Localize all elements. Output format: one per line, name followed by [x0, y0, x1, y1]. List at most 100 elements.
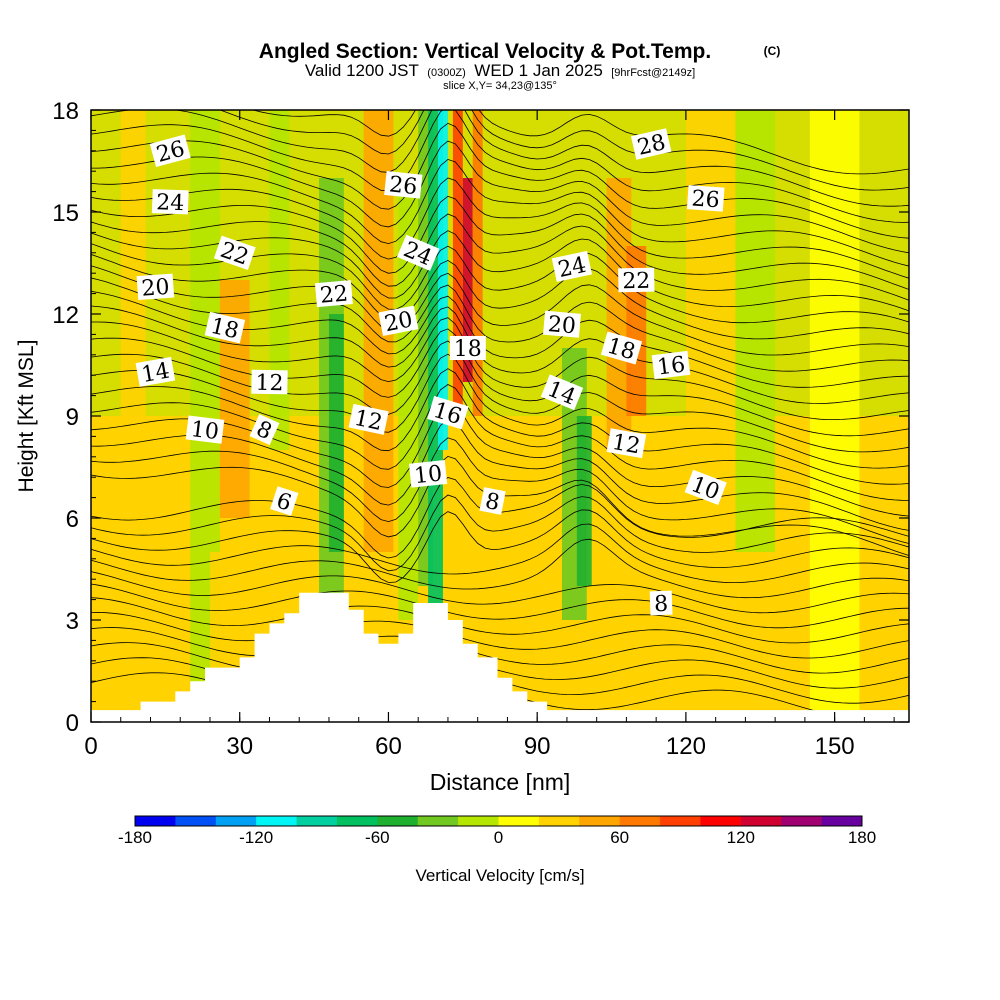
- isoline-14: [91, 437, 909, 544]
- colorbar-swatch-3: [256, 816, 297, 826]
- contour-label-text-4: 18: [208, 314, 241, 345]
- isoline-32: [91, 177, 909, 279]
- x-tick-label-3: 90: [524, 733, 551, 760]
- colorbar-tick-5: 120: [727, 828, 755, 847]
- isoline-36: [91, 110, 909, 223]
- y-tick-label-1: 3: [66, 608, 79, 635]
- chart-title-suffix: (C): [764, 44, 781, 58]
- velocity-column-19: [685, 110, 736, 484]
- isoline-23: [91, 305, 909, 404]
- isoline-33: [91, 158, 909, 267]
- isoline-38: [218, 110, 909, 191]
- contour-label-text-22: 22: [622, 269, 650, 294]
- y-axis-label: Height [Kft MSL]: [15, 340, 38, 493]
- isoline-30: [91, 213, 909, 301]
- contour-label-22: 22: [618, 267, 655, 294]
- contour-label-text-17: 10: [413, 461, 443, 489]
- contour-label-11: 12: [348, 403, 389, 436]
- contour-label-text-29: 8: [654, 592, 669, 617]
- subtitle-valid-time: Valid 1200 JST: [305, 61, 419, 80]
- velocity-column-14: [472, 110, 483, 416]
- colorbar-swatch-7: [417, 816, 459, 826]
- isoline-26: [91, 265, 909, 356]
- colorbar-swatch-11: [579, 816, 620, 826]
- contour-label-26: 28: [630, 128, 672, 161]
- contour-label-15: 18: [449, 336, 486, 362]
- colorbar-swatch-14: [700, 816, 742, 826]
- colorbar-tick-6: 180: [848, 828, 876, 847]
- y-tick-label-5: 15: [52, 200, 79, 227]
- isoline-10: [91, 509, 909, 583]
- x-tick-label-5: 150: [815, 733, 855, 760]
- y-tick-label-3: 9: [66, 404, 79, 431]
- contour-label-25: 12: [606, 428, 647, 459]
- contour-label-14: 24: [396, 234, 440, 271]
- contour-label-text-25: 12: [610, 430, 642, 459]
- isoline-5: [91, 597, 909, 644]
- colorbar-tick-2: -60: [365, 828, 390, 847]
- terrain: [140, 592, 548, 722]
- isoline-34: [91, 140, 909, 254]
- contour-label-4: 18: [204, 311, 246, 345]
- velocity-column-6: [328, 314, 344, 552]
- isoline-27: [91, 254, 909, 340]
- subtitle-forecast: [9hrFcst@2149z]: [611, 67, 695, 79]
- colorbar-tick-0: -180: [118, 828, 152, 847]
- contour-label-text-19: 24: [556, 253, 589, 283]
- isoline-37: [91, 110, 909, 207]
- isoline-11: [91, 494, 909, 572]
- contour-label-10: 22: [314, 280, 353, 309]
- colorbar: -180 -120 -60 0 60 120 180: [118, 815, 876, 847]
- colorbar-swatch-8: [458, 816, 499, 826]
- isoline-8: [91, 538, 909, 599]
- contour-label-text-12: 20: [383, 307, 415, 337]
- isoline-31: [91, 195, 909, 290]
- y-tick-label-0: 0: [66, 710, 79, 737]
- isoline-18: [91, 368, 909, 485]
- isoline-19: [91, 353, 909, 469]
- subtitle-date: WED 1 Jan 2025: [474, 61, 603, 80]
- isoline-15: [91, 418, 909, 531]
- contour-label-text-27: 26: [691, 186, 721, 213]
- subtitle-utc-time: (0300Z): [427, 67, 466, 79]
- colorbar-swatch-10: [538, 816, 580, 826]
- velocity-column-16: [576, 416, 592, 586]
- isoline-20: [91, 340, 909, 453]
- ground-strip: [91, 710, 909, 722]
- isoline-6: [91, 583, 909, 629]
- y-tick-label-6: 18: [52, 98, 79, 125]
- contour-label-20: 20: [543, 310, 581, 339]
- contour-label-text-3: 20: [141, 275, 171, 302]
- contour-label-13: 26: [384, 170, 423, 200]
- slice-label: slice X,Y= 34,23@135°: [443, 80, 557, 92]
- isoline-9: [91, 523, 909, 583]
- contour-label-text-26: 28: [635, 130, 668, 161]
- contour-label-1: 24: [151, 189, 189, 216]
- contour-label-text-1: 24: [156, 190, 185, 216]
- isoline-16: [91, 401, 909, 517]
- x-tick-label-1: 30: [226, 733, 253, 760]
- contour-label-19: 24: [551, 250, 593, 283]
- y-tick-label-4: 12: [52, 302, 79, 329]
- colorbar-swatch-17: [821, 816, 863, 826]
- x-tick-label-2: 60: [375, 733, 402, 760]
- isoline-7: [91, 571, 909, 614]
- contour-label-text-5: 14: [140, 359, 172, 388]
- colorbar-swatch-2: [215, 816, 257, 826]
- contour-label-text-13: 26: [388, 172, 418, 200]
- contour-label-text-24: 16: [656, 352, 687, 380]
- x-tick-label-0: 0: [84, 733, 97, 760]
- contour-label-text-15: 18: [454, 337, 482, 362]
- colorbar-swatch-4: [296, 816, 338, 826]
- contour-label-3: 20: [136, 273, 175, 302]
- isoline-35: [91, 122, 909, 239]
- colorbar-swatch-12: [619, 816, 661, 826]
- isoline-17: [91, 384, 909, 501]
- colorbar-swatch-0: [135, 816, 176, 826]
- chart-title: Angled Section: Vertical Velocity & Pot.…: [259, 40, 711, 63]
- x-axis: 0 30 60 90 120 150: [84, 110, 895, 760]
- contour-label-text-10: 22: [319, 281, 349, 308]
- isoline-2: [91, 642, 909, 689]
- isoline-39: [251, 110, 909, 175]
